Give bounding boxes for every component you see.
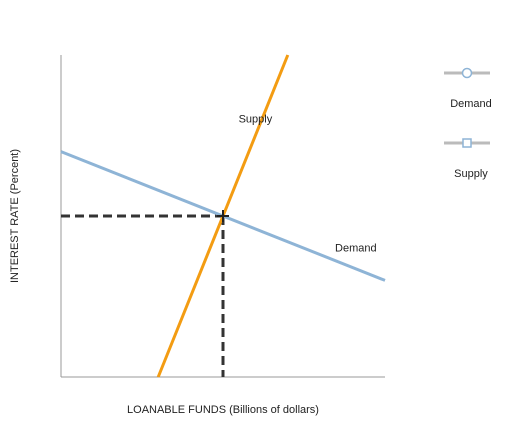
demand-curve-label: Demand (335, 242, 377, 254)
legend-demand-circle-marker (461, 67, 473, 79)
legend-item-demand[interactable]: Demand (438, 62, 518, 132)
legend-item-supply[interactable]: Supply (438, 132, 518, 202)
legend-supply-label: Supply (454, 168, 488, 180)
legend: Demand Supply (438, 62, 518, 202)
y-axis-title: INTEREST RATE (Percent) (9, 149, 21, 283)
legend-demand-label: Demand (450, 98, 492, 110)
equilibrium-marker[interactable] (217, 210, 229, 222)
supply-curve-label: Supply (239, 114, 273, 126)
legend-symbol-supply (444, 138, 490, 148)
x-axis-title: LOANABLE FUNDS (Billions of dollars) (127, 404, 319, 416)
series-labels: Demand Supply (239, 114, 377, 255)
legend-supply-square-marker (462, 138, 472, 148)
equilibrium-lines (61, 214, 225, 377)
legend-symbol-demand (444, 67, 490, 79)
